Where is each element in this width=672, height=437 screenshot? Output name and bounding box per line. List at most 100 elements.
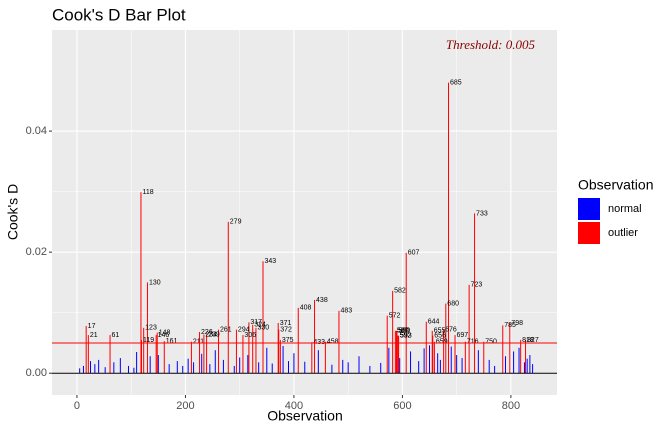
data-label: 798: [511, 320, 523, 327]
bar: [477, 350, 479, 374]
data-label: 324: [254, 322, 266, 329]
bar: [386, 315, 388, 374]
bar: [239, 357, 241, 374]
bar: [423, 348, 425, 374]
data-label: 161: [166, 338, 178, 345]
bar: [90, 361, 92, 374]
data-label: 697: [457, 332, 469, 339]
bar: [464, 341, 466, 374]
bar: [410, 351, 412, 374]
bar: [119, 358, 121, 374]
bar: [252, 324, 254, 374]
bar: [149, 356, 151, 374]
bar: [293, 353, 295, 374]
bar: [397, 335, 399, 374]
bar: [206, 334, 208, 374]
bar: [109, 335, 111, 374]
data-label: 306: [244, 332, 256, 339]
bar: [187, 358, 189, 374]
bar: [140, 192, 142, 374]
bar: [79, 368, 81, 374]
bar: [395, 330, 397, 374]
bar: [227, 221, 229, 374]
bar: [287, 361, 289, 374]
bar: [437, 353, 439, 374]
bar: [509, 322, 511, 374]
data-label: 130: [149, 279, 161, 286]
bar: [443, 329, 445, 374]
bar: [369, 365, 371, 374]
bar: [317, 350, 319, 374]
bar: [398, 335, 400, 374]
bar: [311, 342, 313, 374]
data-label: 211: [193, 339, 204, 346]
data-label: 261: [220, 326, 232, 333]
bar: [532, 364, 534, 374]
data-label: 593: [400, 333, 412, 340]
bar: [168, 364, 170, 374]
x-tick-label: 600: [393, 400, 411, 412]
bar: [304, 361, 306, 374]
bar: [450, 346, 452, 374]
bar: [399, 358, 401, 374]
data-label: 685: [450, 80, 462, 87]
bar: [94, 364, 96, 374]
bar: [146, 282, 148, 374]
bar: [222, 359, 224, 374]
data-label: 146: [158, 332, 170, 339]
bar: [143, 327, 145, 374]
data-label: 343: [265, 258, 277, 265]
bar: [518, 347, 520, 374]
bar: [133, 367, 135, 374]
bar: [157, 355, 159, 374]
bar: [155, 335, 157, 374]
bar: [396, 330, 398, 374]
bar: [324, 341, 326, 374]
bar: [277, 322, 279, 374]
x-axis-title: Observation: [267, 408, 342, 424]
data-label: 317: [250, 319, 262, 326]
data-label: 371: [280, 320, 292, 327]
x-tick-label: 800: [502, 400, 520, 412]
bar: [279, 339, 281, 374]
x-tick-label: 0: [74, 400, 80, 412]
bar: [203, 334, 205, 374]
bar: [233, 365, 235, 374]
data-label: 656: [434, 333, 446, 340]
bar: [342, 359, 344, 374]
bar: [98, 359, 100, 374]
bar: [488, 359, 490, 374]
bar: [526, 358, 528, 374]
bar: [214, 350, 216, 374]
bar: [176, 361, 178, 374]
bar: [199, 332, 201, 374]
data-label: 644: [428, 319, 440, 326]
y-tick-label: 0.02: [26, 246, 47, 258]
bar: [429, 345, 431, 374]
bar: [262, 261, 264, 374]
bar: [82, 365, 84, 374]
bar: [190, 341, 192, 374]
data-label: 234: [205, 331, 217, 338]
data-label: 375: [282, 337, 294, 344]
bar: [182, 365, 184, 374]
data-label: 733: [476, 210, 488, 217]
legend-key: [578, 198, 600, 220]
bar: [529, 355, 531, 374]
bar: [127, 365, 129, 374]
bar: [113, 362, 115, 374]
data-label: 589: [398, 328, 410, 335]
y-axis-title: Cook's D: [5, 184, 21, 240]
bar: [461, 358, 463, 374]
bar: [163, 341, 165, 374]
data-label: 785: [504, 322, 516, 329]
data-label: 655: [434, 328, 446, 335]
bar: [405, 252, 407, 374]
data-label: 17: [88, 323, 96, 330]
bar: [513, 351, 515, 374]
bar: [338, 310, 340, 374]
data-label: 676: [445, 326, 457, 333]
bar: [209, 364, 211, 374]
bar: [483, 341, 485, 374]
data-label: 827: [527, 337, 539, 344]
